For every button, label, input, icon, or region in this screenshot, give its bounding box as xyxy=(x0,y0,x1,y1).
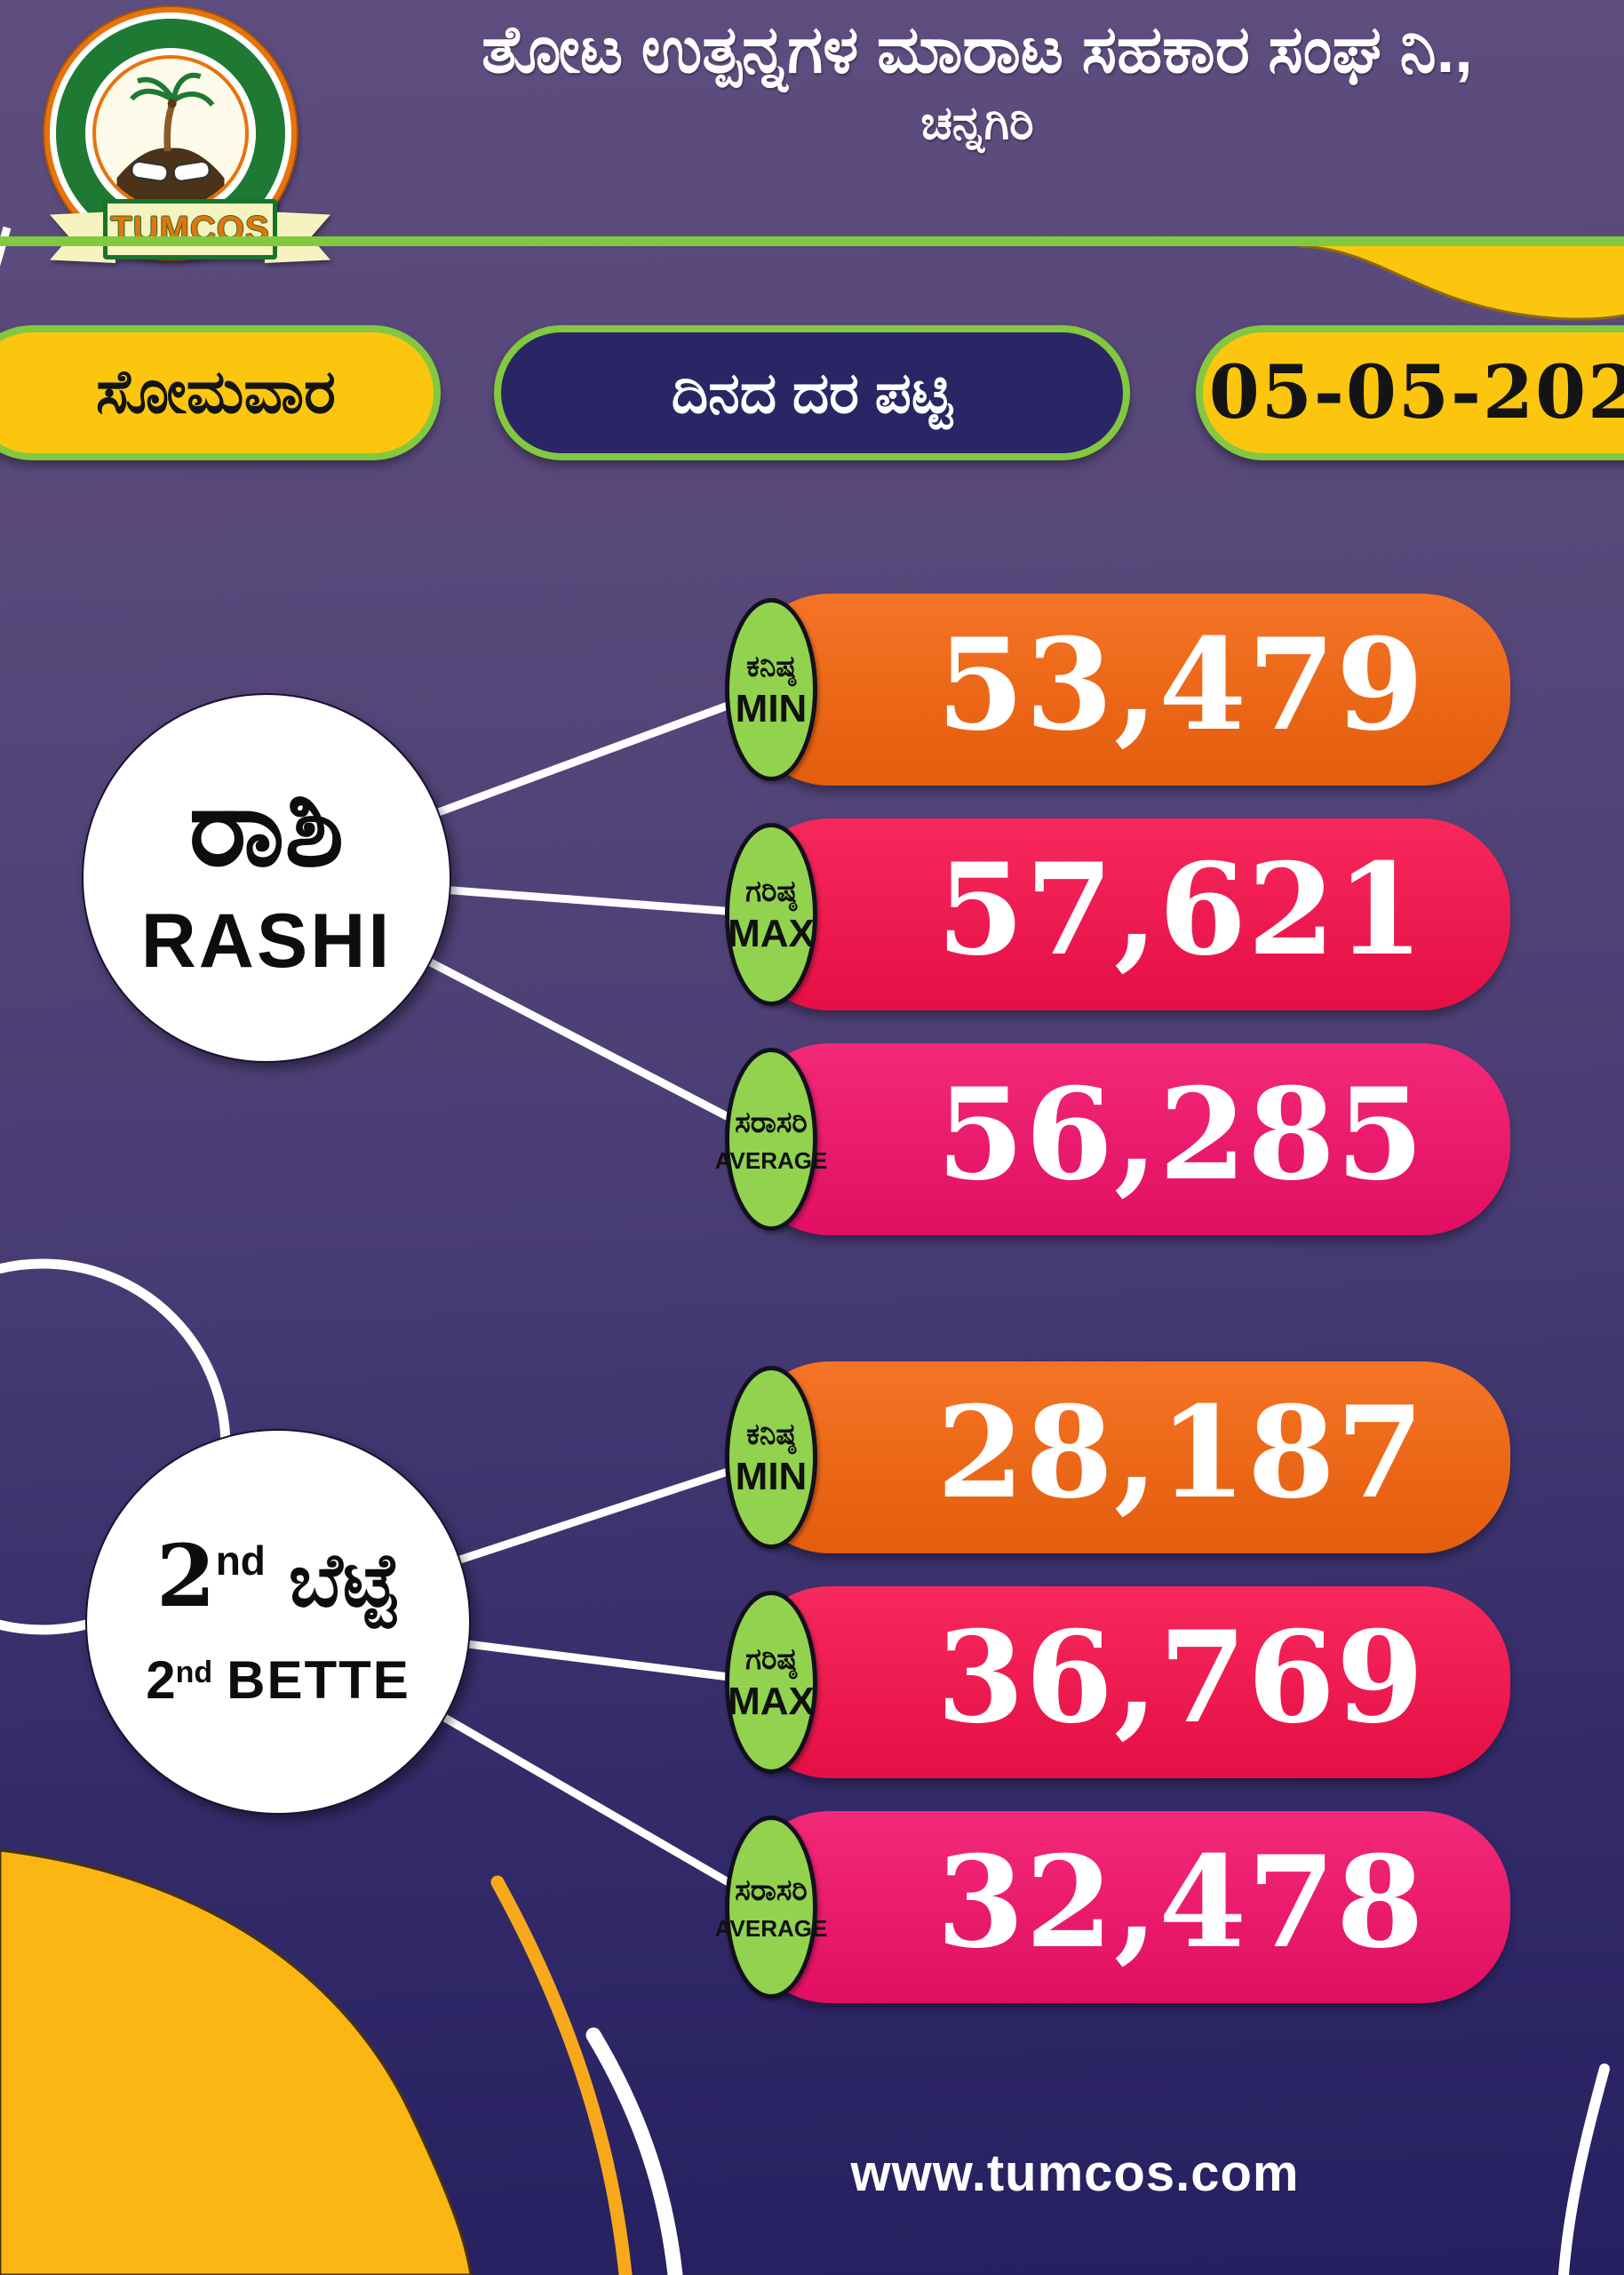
bette-prefix-number-en: 2 xyxy=(146,1649,176,1710)
top-right-crescent-edge xyxy=(1298,244,1624,321)
bette-prefix-number: 2 xyxy=(155,1525,216,1626)
bette-min-value: 28,187 xyxy=(936,1379,1425,1527)
bette-average-value: 32,478 xyxy=(936,1829,1425,1976)
average-label-english: AVERAGE xyxy=(714,1146,828,1174)
bette-max-value: 36,769 xyxy=(936,1604,1425,1752)
header: ತೋಟ ಉತ್ಪನ್ನಗಳ ಮಾರಾಟ ಸಹಕಾರ ಸಂಘ ನಿ., ಚನ್ನಗ… xyxy=(338,9,1617,151)
ribbon-band: TUMCOS xyxy=(103,199,277,259)
bottom-left-orange-arc xyxy=(490,1875,633,2275)
bottom-left-white-arc xyxy=(585,2027,683,2275)
list-title-pill: ದಿನದ ದರ ಪಟ್ಟಿ xyxy=(494,325,1130,460)
rashi-min-value: 53,479 xyxy=(936,611,1425,759)
palm-handshake-icon xyxy=(116,72,225,208)
green-divider xyxy=(0,236,1624,246)
bette-average-pill: ಸರಾಸರಿ AVERAGE 32,478 xyxy=(715,1811,1510,2003)
min-badge: ಕನಿಷ್ಠ MIN xyxy=(725,598,817,781)
bette-prefix-ordinal: nd xyxy=(215,1537,266,1585)
list-title-label: ದಿನದ ದರ ಪಟ್ಟಿ xyxy=(671,360,953,425)
rashi-average-value: 56,285 xyxy=(936,1061,1425,1209)
bette-name-kannada-line: 2nd ಬೆಟ್ಟೆ xyxy=(156,1533,401,1622)
day-pill: ಸೋಮವಾರ xyxy=(0,325,441,460)
rashi-name-kannada: ರಾಶಿ xyxy=(188,767,345,889)
average-badge: ಸರಾಸರಿ AVERAGE xyxy=(715,1048,827,1231)
average-label-kannada: ಸರಾಸರಿ xyxy=(735,1105,808,1138)
rashi-min-pill: ಕನಿಷ್ಠ MIN 53,479 xyxy=(725,594,1510,786)
max-label-english: MAX xyxy=(728,1679,815,1723)
average-label-kannada: ಸರಾಸರಿ xyxy=(735,1872,808,1906)
min-label-english: MIN xyxy=(735,686,808,730)
day-label: ಸೋಮವಾರ xyxy=(95,358,337,426)
variety-circle-2nd-bette: 2nd ಬೆಟ್ಟೆ 2nd BETTE xyxy=(85,1429,471,1815)
date-pill: 05-05-2025 xyxy=(1196,325,1624,460)
left-edge-swoosh xyxy=(0,226,12,267)
rashi-max-pill: ಗರಿಷ್ಠ MAX 57,621 xyxy=(725,818,1510,1010)
org-place: ಚನ್ನಗಿರಿ xyxy=(920,97,1034,149)
max-label-english: MAX xyxy=(728,911,815,955)
min-label-english: MIN xyxy=(735,1454,808,1498)
logo-outer-ring xyxy=(44,7,297,259)
min-label-kannada: ಕನಿಷ್ಠ xyxy=(746,649,796,682)
website-url: www.tumcos.com xyxy=(850,2144,1300,2202)
max-badge: ಗರಿಷ್ಠ MAX xyxy=(725,1591,817,1774)
max-label-kannada: ಗರಿಷ್ಠ xyxy=(745,874,797,907)
bottom-right-white-arc xyxy=(1558,2063,1610,2275)
date-label: 05-05-2025 xyxy=(1208,350,1624,435)
bette-prefix-ordinal-en: nd xyxy=(175,1655,213,1689)
org-name: ತೋಟ ಉತ್ಪನ್ನಗಳ ಮಾರಾಟ ಸಹಕಾರ ಸಂಘ ನಿ., xyxy=(482,12,1473,86)
bette-name-english-line: 2nd BETTE xyxy=(146,1649,410,1711)
min-badge: ಕನಿಷ್ಠ MIN xyxy=(725,1366,817,1549)
bette-max-pill: ಗರಿಷ್ಠ MAX 36,769 xyxy=(725,1586,1510,1778)
min-label-kannada: ಕನಿಷ್ಠ xyxy=(746,1417,796,1450)
max-label-kannada: ಗರಿಷ್ಠ xyxy=(745,1641,797,1675)
tumcos-logo: TUMCOS xyxy=(25,5,330,272)
rashi-name-english: RASHI xyxy=(140,898,393,984)
average-label-english: AVERAGE xyxy=(714,1914,828,1942)
max-badge: ಗರಿಷ್ಠ MAX xyxy=(725,823,817,1006)
bette-name-english: BETTE xyxy=(227,1649,410,1710)
rashi-average-pill: ಸರಾಸರಿ AVERAGE 56,285 xyxy=(715,1043,1510,1235)
logo-emblem xyxy=(92,55,249,212)
bette-min-pill: ಕನಿಷ್ಠ MIN 28,187 xyxy=(725,1361,1510,1553)
variety-circle-rashi: ರಾಶಿ RASHI xyxy=(82,693,451,1063)
average-badge: ಸರಾಸರಿ AVERAGE xyxy=(715,1816,827,1999)
logo-ribbon: TUMCOS xyxy=(50,199,330,265)
bette-name-kannada: ಬೆಟ್ಟೆ xyxy=(288,1537,401,1622)
rashi-max-value: 57,621 xyxy=(936,836,1425,984)
bottom-left-blob xyxy=(0,1848,473,2275)
top-right-crescent xyxy=(1299,246,1624,320)
